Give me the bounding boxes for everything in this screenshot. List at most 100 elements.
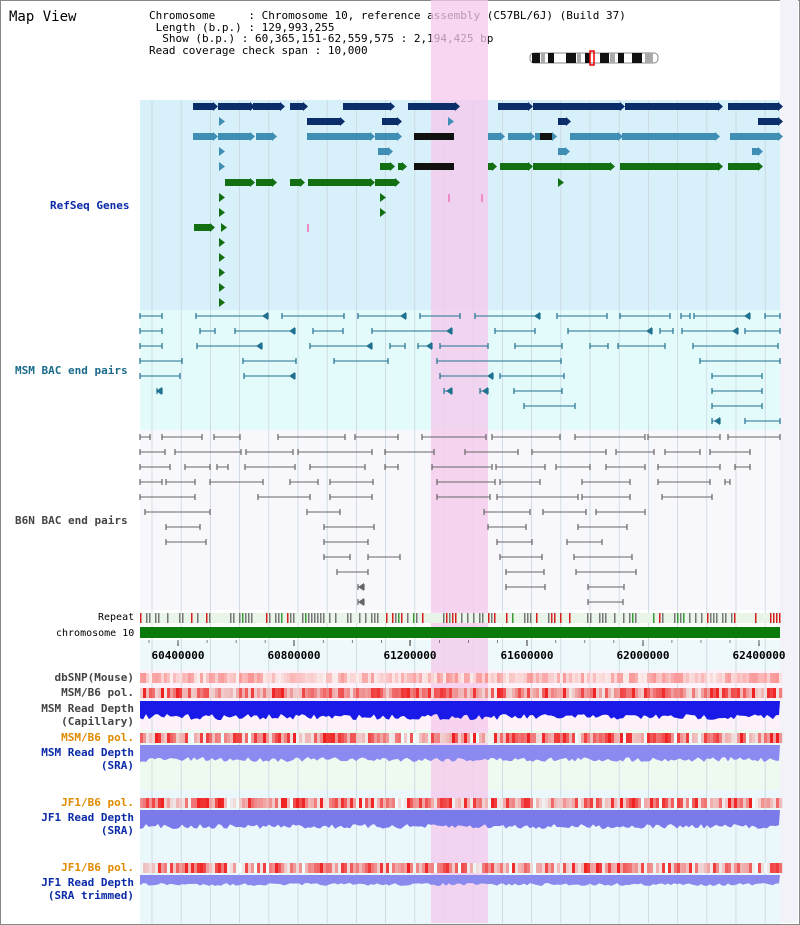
msm-b6-pol-cell xyxy=(191,688,195,698)
msm-b6-pol-2-cell xyxy=(389,733,393,743)
msm-b6-pol-2-cell xyxy=(416,733,420,743)
jf1-b6-pol-cell xyxy=(461,798,465,808)
msm-b6-pol-cell xyxy=(377,688,381,698)
msm-b6-pol-2-cell xyxy=(188,733,192,743)
jf1-b6-pol-cell xyxy=(650,798,654,808)
b6n-bac-track[interactable] xyxy=(139,434,781,606)
dbsnp-cell xyxy=(482,673,486,683)
gene-exon xyxy=(533,163,610,170)
jf1-b6-pol-cell xyxy=(518,798,522,808)
chromosome-ideogram[interactable] xyxy=(529,50,659,66)
track-label-refseq[interactable]: RefSeq Genes xyxy=(50,199,130,212)
jf1-b6-pol-cell xyxy=(269,798,273,808)
jf1-b6-pol-cell xyxy=(710,798,714,808)
repeat-element xyxy=(167,613,169,623)
jf1-b6-pol-2-cell xyxy=(233,863,237,873)
dbsnp-cell xyxy=(734,673,738,683)
msm-b6-pol-cell xyxy=(143,688,147,698)
jf1-b6-pol-2-cell xyxy=(317,863,321,873)
jf1-b6-pol-cell xyxy=(224,798,228,808)
jf1-b6-pol-cell xyxy=(755,798,759,808)
gene-exon xyxy=(307,133,370,140)
msm-b6-pol-cell xyxy=(386,688,390,698)
repeat-element xyxy=(179,613,181,623)
msm-b6-pol-2-cell xyxy=(293,733,297,743)
msm-b6-pol-2-cell xyxy=(566,733,570,743)
jf1-b6-pol-2-cell xyxy=(377,863,381,873)
msm-b6-pol-cell xyxy=(665,688,669,698)
msm-b6-pol-2-cell xyxy=(275,733,279,743)
msm-b6-pol-cell xyxy=(635,688,639,698)
jf1-b6-pol-2-cell xyxy=(722,863,726,873)
jf1-b6-pol-2-cell xyxy=(272,863,276,873)
dbsnp-cell xyxy=(479,673,483,683)
jf1-b6-pol-cell xyxy=(668,798,672,808)
track-label-b6n-bac[interactable]: B6N BAC end pairs xyxy=(15,514,128,527)
dbsnp-cell xyxy=(641,673,645,683)
dbsnp-cell xyxy=(596,673,600,683)
info-length-value: 129,993,255 xyxy=(261,20,335,34)
dbsnp-cell xyxy=(164,673,168,683)
jf1-b6-pol-cell xyxy=(485,798,489,808)
msm-b6-pol-2-cell xyxy=(209,733,213,743)
msm-b6-pol-cell xyxy=(266,688,270,698)
jf1-b6-pol-cell xyxy=(548,798,552,808)
jf1-b6-pol-cell xyxy=(674,798,678,808)
msm-b6-pol-cell xyxy=(722,688,726,698)
dbsnp-cell xyxy=(356,673,360,683)
msm-b6-pol-cell xyxy=(566,688,570,698)
jf1-b6-pol-2-cell xyxy=(575,863,579,873)
msm-b6-pol-cell xyxy=(230,688,234,698)
jf1-b6-pol-2-cell xyxy=(503,863,507,873)
msm-bac-track[interactable] xyxy=(139,312,781,425)
jf1-b6-pol-2-cell xyxy=(671,863,675,873)
msm-b6-pol-2-cell xyxy=(200,733,204,743)
gene-exon xyxy=(414,133,454,140)
dbsnp-cell xyxy=(416,673,420,683)
jf1-b6-pol-cell xyxy=(254,798,258,808)
msm-b6-pol-2-cell xyxy=(272,733,276,743)
jf1-b6-pol-cell xyxy=(377,798,381,808)
jf1-b6-pol-2-cell xyxy=(293,863,297,873)
msm-b6-pol-2-cell xyxy=(332,733,336,743)
msm-b6-pol-cell xyxy=(422,688,426,698)
track-label-msm-depth-sra-1: MSM Read Depth xyxy=(41,746,134,759)
refseq-genes-track[interactable] xyxy=(193,102,783,307)
msm-b6-pol-2-cell xyxy=(257,733,261,743)
jf1-b6-pol-2-cell xyxy=(638,863,642,873)
repeat-element xyxy=(491,613,493,623)
msm-b6-pol-2-cell xyxy=(764,733,768,743)
jf1-b6-pol-cell xyxy=(446,798,450,808)
dbsnp-cell xyxy=(698,673,702,683)
dbsnp-cell xyxy=(314,673,318,683)
jf1-b6-pol-2-cell xyxy=(374,863,378,873)
jf1-b6-pol-2-cell xyxy=(200,863,204,873)
msm-b6-pol-2-cell xyxy=(530,733,534,743)
jf1-b6-pol-cell xyxy=(725,798,729,808)
jf1-b6-pol-cell xyxy=(170,798,174,808)
jf1-b6-pol-cell xyxy=(230,798,234,808)
track-label-msm-bac[interactable]: MSM BAC end pairs xyxy=(15,364,128,377)
jf1-b6-pol-2-cell xyxy=(209,863,213,873)
jf1-b6-pol-cell xyxy=(566,798,570,808)
jf1-b6-pol-2-cell xyxy=(719,863,723,873)
dbsnp-cell xyxy=(155,673,159,683)
msm-b6-pol-2-cell xyxy=(320,733,324,743)
dbsnp-cell xyxy=(569,673,573,683)
jf1-b6-pol-cell xyxy=(734,798,738,808)
msm-b6-pol-2-cell xyxy=(707,733,711,743)
dbsnp-cell xyxy=(716,673,720,683)
gene-exon xyxy=(752,148,758,155)
msm-b6-pol-2-cell xyxy=(650,733,654,743)
info-show-label: Show (b.p.) xyxy=(162,32,236,45)
msm-b6-pol-2-cell xyxy=(710,733,714,743)
jf1-b6-pol-cell xyxy=(401,798,405,808)
msm-b6-pol-2-cell xyxy=(335,733,339,743)
jf1-b6-pol-cell xyxy=(233,798,237,808)
jf1-b6-pol-cell xyxy=(350,798,354,808)
jf1-b6-pol-cell xyxy=(620,798,624,808)
dbsnp-cell xyxy=(194,673,198,683)
dbsnp-cell xyxy=(581,673,585,683)
gene-exon xyxy=(620,163,718,170)
